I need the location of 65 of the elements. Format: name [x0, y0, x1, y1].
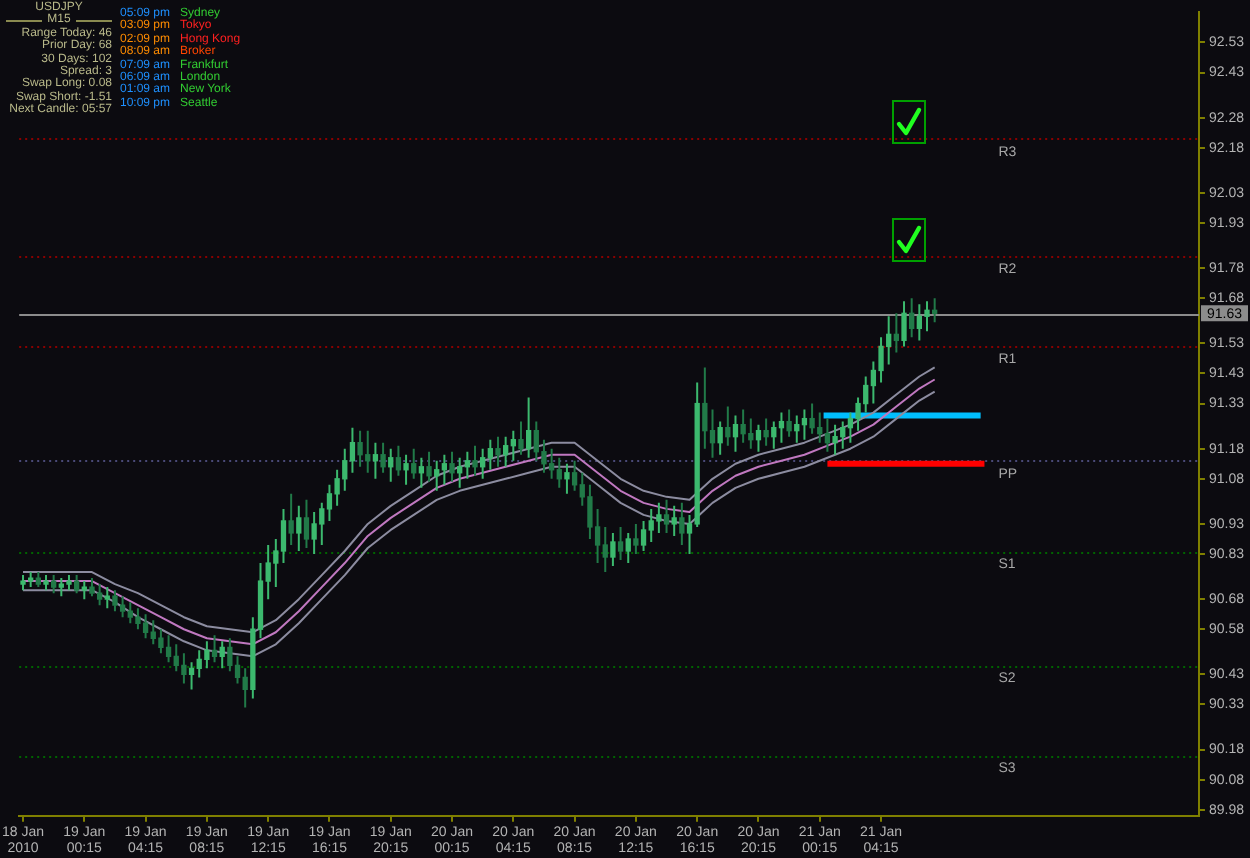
candlestick — [625, 531, 631, 565]
candlestick — [380, 441, 386, 474]
candlestick — [403, 453, 409, 486]
candlestick — [296, 504, 302, 553]
candlestick — [617, 525, 624, 562]
candlestick — [740, 408, 746, 444]
candlestick — [525, 396, 532, 459]
candlestick — [288, 492, 294, 546]
candlestick — [472, 444, 478, 477]
candlestick — [495, 435, 501, 468]
candlestick — [640, 519, 647, 553]
candlestick — [96, 583, 103, 607]
candlestick — [786, 408, 792, 438]
candlestick — [43, 574, 49, 592]
candlestick — [20, 574, 26, 592]
candlestick — [602, 525, 608, 574]
candlestick — [73, 574, 80, 595]
candlestick — [357, 429, 363, 468]
candlestick — [863, 375, 869, 414]
candlestick — [663, 498, 670, 534]
candlestick — [449, 450, 455, 483]
candlestick — [909, 297, 915, 339]
candlestick — [533, 420, 539, 462]
candlestick — [679, 501, 685, 546]
candlestick — [66, 574, 72, 592]
candlestick — [334, 468, 340, 507]
candlestick — [763, 417, 769, 447]
candlestick — [832, 423, 838, 456]
candlestick — [349, 426, 356, 474]
candlestick — [326, 483, 333, 522]
candlestick — [319, 501, 325, 546]
candlestick — [204, 640, 210, 670]
candlestick — [518, 420, 524, 456]
candlestick — [303, 498, 310, 549]
candlestick — [809, 402, 815, 435]
candlestick — [311, 510, 317, 556]
candlestick — [28, 571, 34, 589]
candlestick — [112, 589, 118, 613]
candlestick — [633, 522, 639, 556]
candlestick — [81, 580, 87, 601]
candlestick — [610, 531, 616, 568]
candlestick — [181, 652, 187, 685]
candlestick — [587, 483, 593, 540]
candlestick — [901, 300, 907, 348]
candlestick — [656, 501, 662, 534]
candlestick — [702, 366, 708, 450]
candlestick — [426, 450, 432, 483]
candlestick — [564, 462, 570, 495]
candlestick — [58, 577, 64, 598]
candlestick — [89, 577, 95, 598]
candlestick — [878, 336, 884, 384]
candlestick — [924, 300, 930, 333]
candlestick — [135, 607, 141, 631]
candlestick — [280, 507, 287, 565]
candlestick — [158, 628, 164, 655]
candlestick — [717, 420, 723, 456]
candlestick — [104, 586, 110, 610]
candlestick — [541, 438, 547, 474]
candlestick — [648, 507, 654, 543]
candlestick — [671, 504, 677, 537]
candlestick — [694, 381, 700, 528]
candlestick — [35, 571, 41, 589]
candlestick — [51, 574, 57, 595]
candlestick — [227, 637, 233, 673]
candlestick — [342, 447, 348, 492]
